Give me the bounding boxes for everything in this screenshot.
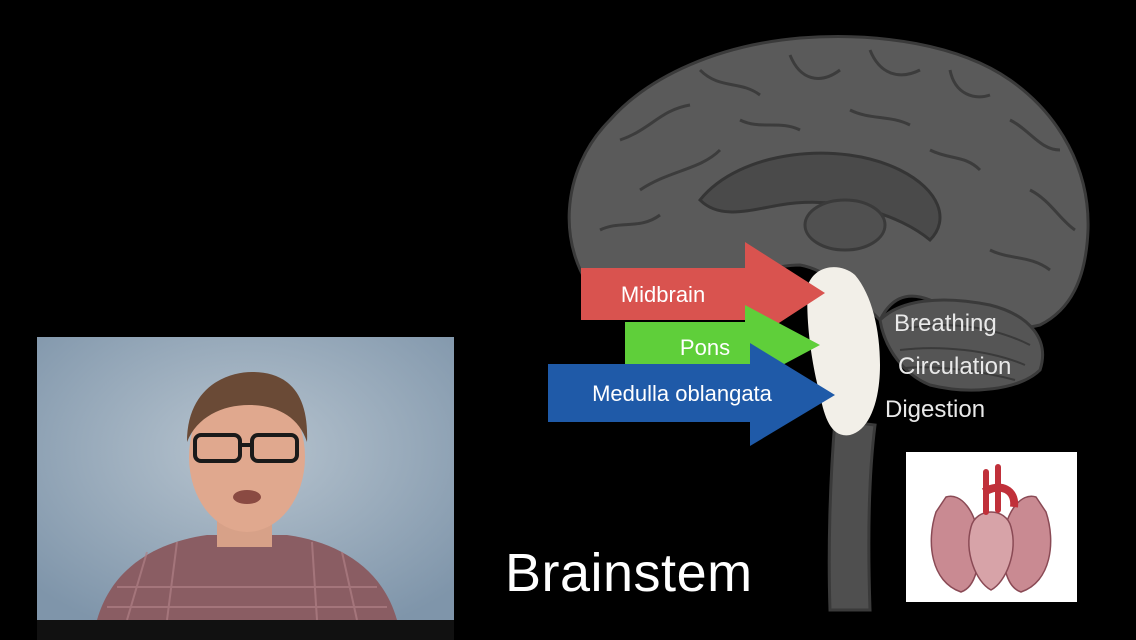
- midbrain-label: Midbrain: [620, 282, 706, 307]
- video-bottom-bar: [37, 620, 454, 640]
- corpus-callosum: [697, 151, 942, 243]
- heart-lungs-illustration: [906, 452, 1077, 602]
- medulla-arrow: [548, 343, 835, 446]
- spinal-cord: [827, 418, 877, 612]
- function-breathing: Breathing: [894, 310, 997, 337]
- medulla-label: Medulla oblangata: [592, 381, 772, 406]
- presenter-video: [37, 337, 454, 620]
- function-circulation: Circulation: [898, 353, 1012, 380]
- function-digestion: Digestion: [885, 396, 986, 423]
- gyri: [599, 49, 1076, 272]
- slide-title: Brainstem: [505, 543, 753, 603]
- pons-label: Pons: [679, 335, 731, 360]
- thalamus: [803, 198, 887, 252]
